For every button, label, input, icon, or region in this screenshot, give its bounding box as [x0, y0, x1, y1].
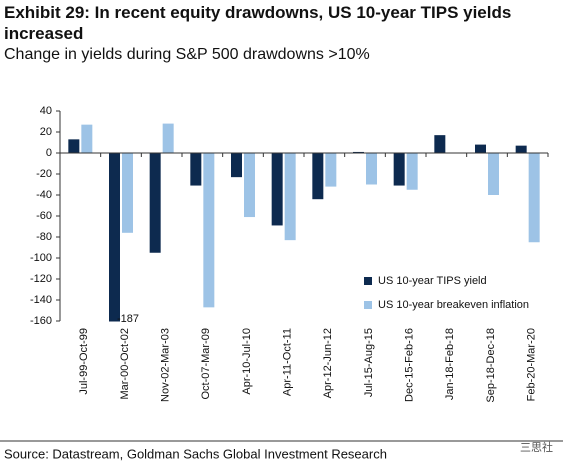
bar: [393, 153, 405, 186]
plot-area: [68, 123, 540, 322]
x-tick-label: Oct-07-Mar-09: [200, 328, 212, 400]
bar: [271, 153, 283, 226]
legend-swatch: [364, 301, 372, 309]
y-tick-label: 40: [40, 105, 52, 117]
source: Source: Datastream, Goldman Sachs Global…: [4, 446, 387, 461]
annotation: -187: [117, 313, 139, 325]
bar: [488, 153, 499, 195]
bar: [284, 153, 296, 241]
bar: [475, 144, 486, 153]
bar: [434, 135, 446, 153]
y-tick-label: -120: [30, 273, 52, 285]
x-tick-label: Jul-15-Aug-15: [363, 328, 375, 397]
bar: [366, 153, 377, 185]
bar: [515, 145, 527, 153]
y-tick-label: 0: [46, 147, 52, 159]
bar: [353, 151, 364, 153]
bar: [528, 153, 540, 243]
x-tick-label: Nov-02-Mar-03: [160, 328, 172, 402]
x-tick-label: Jul-99-Oct-99: [78, 328, 90, 395]
legend-swatch: [364, 277, 372, 285]
chart-title: Exhibit 29: In recent equity drawdowns, …: [4, 3, 512, 43]
x-tick-label: Jan-18-Feb-18: [444, 328, 456, 400]
y-tick-label: -60: [36, 210, 52, 222]
x-tick-label: Apr-11-Oct-11: [282, 328, 294, 396]
bar: [149, 153, 161, 253]
legend-label: US 10-year TIPS yield: [378, 275, 487, 287]
x-tick-label: Apr-10-Jul-10: [241, 328, 253, 395]
bar: [190, 153, 202, 186]
bar: [231, 153, 242, 178]
bar: [162, 123, 174, 153]
y-tick-label: -140: [30, 294, 52, 306]
y-tick-label: 20: [40, 126, 52, 138]
y-tick-label: -100: [30, 252, 52, 264]
legend-label: US 10-year breakeven inflation: [378, 299, 529, 311]
bar: [244, 153, 255, 218]
y-tick-label: -80: [36, 231, 52, 243]
bar: [109, 153, 120, 322]
bar: [68, 139, 80, 153]
x-tick-label: Mar-00-Oct-02: [119, 328, 131, 400]
y-tick-label: -160: [30, 315, 52, 327]
x-tick-label: Dec-15-Feb-16: [404, 328, 416, 402]
y-tick-label: -20: [36, 168, 52, 180]
bar: [312, 153, 324, 200]
y-tick-label: -40: [36, 189, 52, 201]
bar: [203, 153, 215, 308]
bar: [81, 124, 93, 153]
watermark: 三思社: [520, 440, 553, 454]
x-tick-label: Feb-20-Mar-20: [526, 328, 538, 401]
x-tick-label: Sep-18-Dec-18: [485, 328, 497, 403]
bar: [122, 153, 133, 233]
bar: [406, 153, 418, 190]
chart-subtitle: Change in yields during S&P 500 drawdown…: [4, 46, 370, 63]
bar: [325, 153, 337, 187]
header: Exhibit 29: In recent equity drawdowns, …: [4, 2, 552, 66]
x-tick-label: Apr-12-Jun-12: [322, 328, 334, 398]
